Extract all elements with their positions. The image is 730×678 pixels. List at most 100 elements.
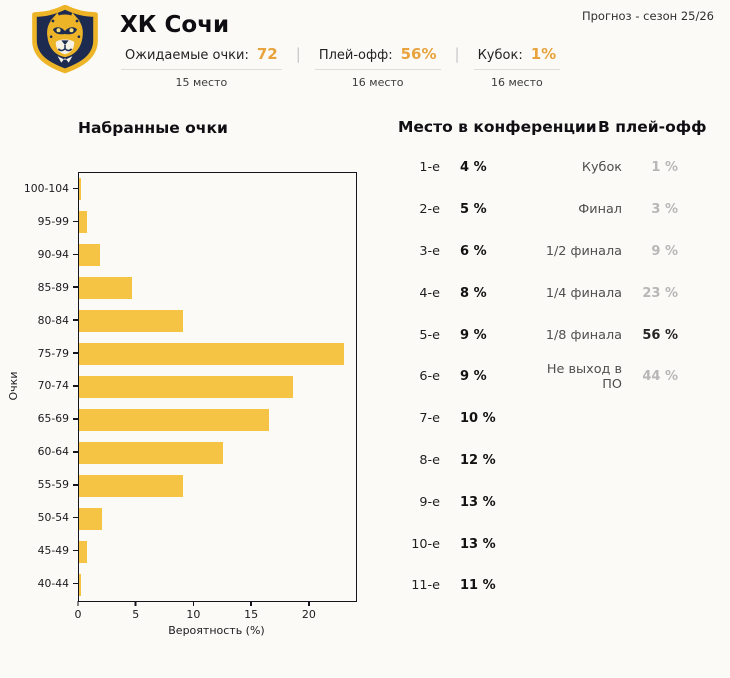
rank-label: Кубок [581,160,622,176]
stat-label: Ожидаемые очки: [125,48,249,63]
plot-area [78,172,357,602]
y-tick-mark [73,484,78,486]
rank-label: 1/4 финала [545,285,622,301]
rank-row: 1-е 4 % [398,147,550,189]
bar-row [79,403,356,436]
bar-90-94 [79,244,100,267]
rank-row: 10-е 13 % [398,523,550,565]
y-tick-label: 50-54 [37,511,69,525]
bar-85-89 [79,277,133,300]
playoff-rows: Кубок 1 % Финал 3 % 1/2 финала 9 % 1/4 финала 2… [532,147,678,398]
bar-row [79,272,356,305]
stat-group: Ожидаемые очки: 72 15 место [121,45,282,89]
bars-area [79,173,356,601]
chart-title: Набранные очки [78,119,228,137]
rank-label: 2-е [419,202,440,218]
bar-50-54 [79,507,103,530]
rank-row: 5-е 9 % [398,314,550,356]
bar-55-59 [79,474,183,497]
stats-row: Ожидаемые очки: 72 15 место | Плей-офф: 56% 16… [121,45,561,89]
stat-separator: | [454,45,460,63]
forecast-season-label: Прогноз - сезон 25/26 [581,9,714,23]
rank-row: 8-е 12 % [398,440,550,482]
stat-label: Плей-офф: [318,48,393,63]
x-tick-mark [192,601,195,606]
y-tick-label: 95-99 [37,214,69,228]
y-tick-90-94: 90-94 [0,238,78,271]
y-tick-label: 45-49 [37,544,69,558]
x-tick-labels: 0 5 10 15 20 [75,601,355,625]
x-tick-0: 0 [75,601,82,621]
y-tick-mark [73,385,78,387]
stat-group: Плей-офф: 56% 16 место [314,45,441,89]
bar-row [79,436,356,469]
bar-row [79,305,356,338]
rank-row: 2-е 5 % [398,189,550,231]
bar-row [79,338,356,371]
x-tick-5: 5 [132,601,139,621]
rank-value: 13 % [460,494,496,510]
y-tick-label: 100-104 [23,181,69,195]
y-tick-label: 80-84 [37,313,69,327]
y-tick-label: 90-94 [37,247,69,261]
y-tick-70-74: 70-74 [0,370,78,403]
y-tick-mark [73,253,78,256]
rank-label: Финал [578,202,622,218]
conference-title: Место в конференции [398,118,597,136]
bar-75-79 [79,343,345,366]
rank-value: 9 % [460,369,487,385]
bar-row [79,206,356,239]
rank-row: 1/4 финала 23 % [532,272,678,314]
rank-label: 10-е [411,536,440,552]
rank-row: 4-е 8 % [398,272,550,314]
y-tick-label: 65-69 [37,412,69,426]
y-tick-40-44: 40-44 [0,567,78,600]
rank-value: 12 % [460,452,496,468]
bar-40-44 [79,573,82,596]
rank-row: 1/2 финала 9 % [532,231,678,273]
y-tick-65-69: 65-69 [0,402,78,435]
rank-value: 8 % [460,285,487,301]
y-tick-label: 70-74 [37,379,69,393]
rank-value: 3 % [651,202,678,218]
bar-row [79,502,356,535]
rank-label: 1-е [419,160,440,176]
bar-45-49 [79,540,88,563]
playoff-title: В плей-офф [598,118,707,136]
y-tick-80-84: 80-84 [0,304,78,337]
bar-60-64 [79,441,224,464]
rank-row: Кубок 1 % [532,147,678,189]
y-tick-mark [73,286,78,288]
rank-value: 1 % [651,160,678,176]
bar-row [79,568,356,601]
rank-row: Финал 3 % [532,189,678,231]
rank-label: 1/2 финала [545,243,622,259]
rank-row: 6-е 9 % [398,356,550,398]
x-tick-mark [308,601,310,606]
y-tick-label: 75-79 [37,346,69,360]
y-tick-mark [73,220,78,223]
stat-label: Кубок: [477,48,523,63]
x-axis-title: Вероятность (%) [168,624,265,637]
y-tick-100-104: 100-104 [0,172,78,205]
x-tick-label: 15 [244,608,259,621]
rank-value: 11 % [460,578,496,594]
rank-value: 5 % [460,202,487,218]
stat-rank: 15 место [175,76,228,89]
stat-value: 72 [256,45,278,63]
stat-rank: 16 место [491,76,543,89]
stat-separator: | [295,45,301,63]
rank-row: 1/8 финала 56 % [532,314,678,356]
rank-value: 9 % [651,243,678,259]
x-tick-mark [77,601,79,606]
bar-row [79,535,356,568]
y-tick-mark [73,549,78,552]
rank-value: 10 % [460,411,496,427]
y-tick-95-99: 95-99 [0,205,78,238]
rank-value: 23 % [642,285,678,301]
x-tick-label: 20 [301,608,316,621]
y-tick-label: 40-44 [37,577,69,591]
bar-row [79,469,356,502]
team-name: ХК Сочи [120,12,230,38]
